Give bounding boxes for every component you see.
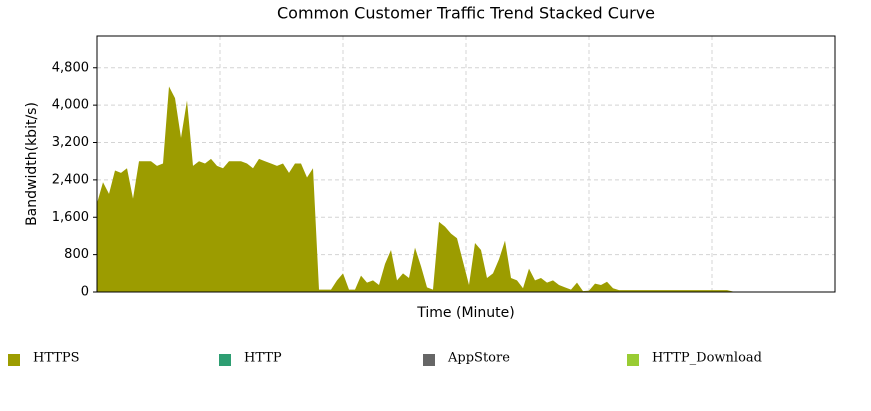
y-tick-label: 0 <box>81 285 89 300</box>
x-axis-label: Time (Minute) <box>416 305 514 321</box>
legend-swatch <box>423 354 435 366</box>
y-tick-label: 1,600 <box>52 210 89 225</box>
legend-swatch <box>219 354 231 366</box>
chart-title: Common Customer Traffic Trend Stacked Cu… <box>277 4 655 23</box>
legend-label: HTTP_Download <box>652 351 762 366</box>
y-tick-label: 3,200 <box>52 135 89 150</box>
y-axis-label: Bandwidth(kbit/s) <box>24 102 40 226</box>
area <box>97 86 835 293</box>
legend-swatch <box>627 354 639 366</box>
legend-label: HTTP <box>244 351 282 366</box>
y-tick-label: 800 <box>64 247 89 262</box>
y-tick-label: 4,000 <box>52 98 89 113</box>
legend: HTTPS HTTP AppStore HTTP_Download <box>8 351 762 366</box>
legend-label: AppStore <box>447 351 510 366</box>
y-tick-label: 4,800 <box>52 60 89 75</box>
legend-swatch <box>8 354 20 366</box>
y-tick-label: 2,400 <box>52 172 89 187</box>
legend-label: HTTPS <box>33 351 80 366</box>
plot-frame <box>96 35 836 293</box>
